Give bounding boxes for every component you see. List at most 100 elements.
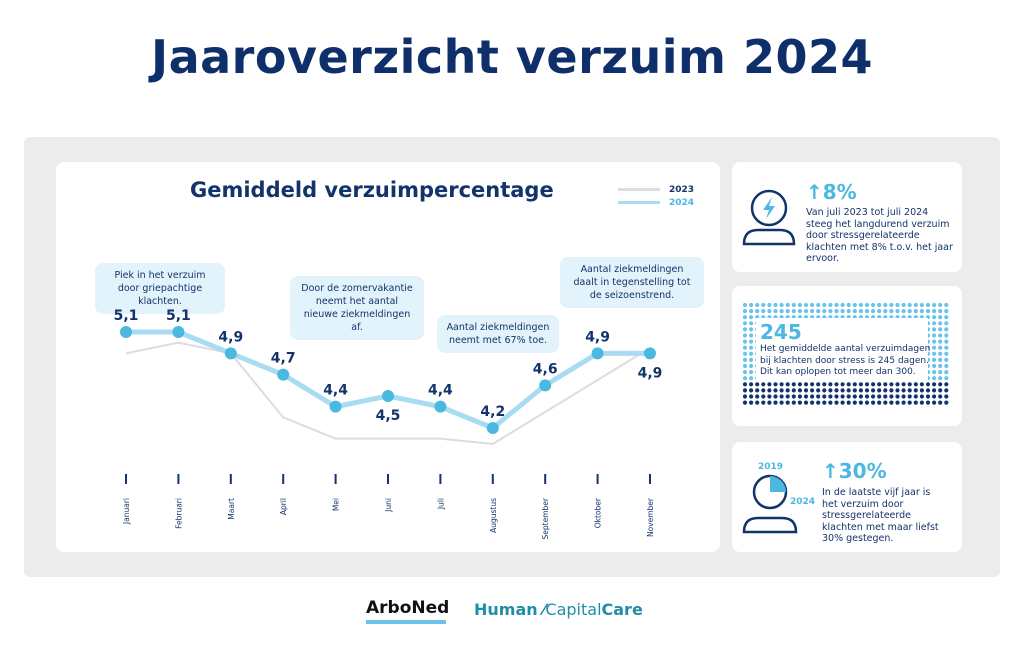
dot: [901, 309, 906, 314]
dot: [944, 351, 949, 356]
dot: [749, 309, 754, 314]
data-label: 4,6: [533, 361, 558, 377]
dot: [932, 351, 937, 356]
dot: [749, 333, 754, 338]
dot: [938, 400, 943, 405]
stat-description: Van juli 2023 tot juli 2024 steeg het la…: [806, 207, 953, 264]
dot: [785, 302, 790, 308]
dot: [852, 382, 857, 387]
stat-description: Het gemiddelde aantal verzuimdagen bij k…: [760, 344, 931, 377]
arboned-logo-bar: [366, 620, 446, 624]
dot: [932, 388, 937, 393]
dot: [877, 309, 882, 314]
dot: [938, 339, 943, 344]
dot: [907, 394, 912, 399]
dot: [767, 302, 772, 308]
dot: [883, 400, 888, 405]
dot: [938, 333, 943, 338]
dot: [816, 394, 821, 399]
x-tick-label: April: [279, 498, 288, 515]
dot: [925, 302, 931, 308]
dot: [742, 370, 748, 375]
dot: [932, 363, 937, 369]
annotation-bubble: Door de zomervakantie neemt het aantal n…: [290, 276, 424, 340]
dot: [791, 309, 796, 314]
dot: [938, 370, 943, 375]
legend-line-2024: [618, 201, 660, 204]
dot: [773, 302, 778, 308]
dot: [883, 394, 888, 399]
stat-value: 30%: [838, 459, 887, 483]
dot: [871, 400, 876, 405]
data-label: 4,9: [585, 329, 610, 345]
dot: [895, 382, 900, 387]
dot: [944, 394, 949, 399]
dot: [749, 302, 754, 308]
dot: [742, 394, 748, 399]
dot: [797, 302, 802, 308]
dot: [913, 309, 918, 314]
dot: [877, 388, 882, 393]
dot: [791, 382, 796, 387]
dot: [742, 363, 748, 369]
dot: [742, 302, 748, 308]
data-point: [329, 400, 342, 413]
dot: [932, 309, 937, 314]
x-tick-label: Februari: [174, 498, 183, 529]
annotation-bubble: Piek in het verzuim door griepachtige kl…: [95, 263, 225, 314]
dot: [816, 309, 821, 314]
dot: [907, 400, 912, 405]
dot: [901, 302, 906, 308]
dot: [858, 388, 863, 393]
dot: [797, 388, 802, 393]
dot: [828, 382, 833, 387]
dot: [932, 315, 937, 320]
year-end-label: 2024: [790, 497, 816, 507]
dot: [932, 327, 937, 332]
dot: [938, 351, 943, 356]
data-label: 4,7: [271, 351, 296, 367]
dot: [773, 382, 778, 387]
dot: [767, 394, 772, 399]
dot: [938, 315, 943, 320]
dot: [901, 400, 906, 405]
data-label: 4,2: [480, 404, 505, 420]
dot: [944, 321, 949, 326]
dot: [816, 388, 821, 393]
dot: [834, 400, 839, 405]
dot: [864, 309, 870, 314]
chart-card: [56, 162, 720, 552]
dot: [944, 376, 949, 381]
legend-label-2024: 2024: [668, 197, 694, 208]
dot: [761, 302, 766, 308]
dot: [919, 388, 924, 393]
dot: [840, 309, 845, 314]
dot: [925, 309, 931, 314]
dot: [742, 339, 748, 344]
dot: [828, 388, 833, 393]
dot: [858, 394, 863, 399]
dot: [834, 388, 839, 393]
dot: [742, 400, 748, 405]
dot: [749, 376, 754, 381]
dot: [938, 394, 943, 399]
dot: [742, 345, 748, 350]
dot: [803, 302, 809, 308]
dot: [791, 302, 796, 308]
dot: [767, 400, 772, 405]
dot: [938, 345, 943, 350]
dot: [938, 363, 943, 369]
dot: [749, 394, 754, 399]
dot: [846, 302, 851, 308]
stat-value: 8%: [822, 180, 857, 204]
series-line-2023: [125, 341, 651, 445]
dot: [803, 400, 809, 405]
data-point: [591, 347, 604, 360]
dot: [852, 394, 857, 399]
dot: [779, 394, 784, 399]
dot: [742, 388, 748, 393]
dot: [901, 394, 906, 399]
dot: [852, 309, 857, 314]
dot: [932, 321, 937, 326]
dot: [822, 309, 827, 314]
